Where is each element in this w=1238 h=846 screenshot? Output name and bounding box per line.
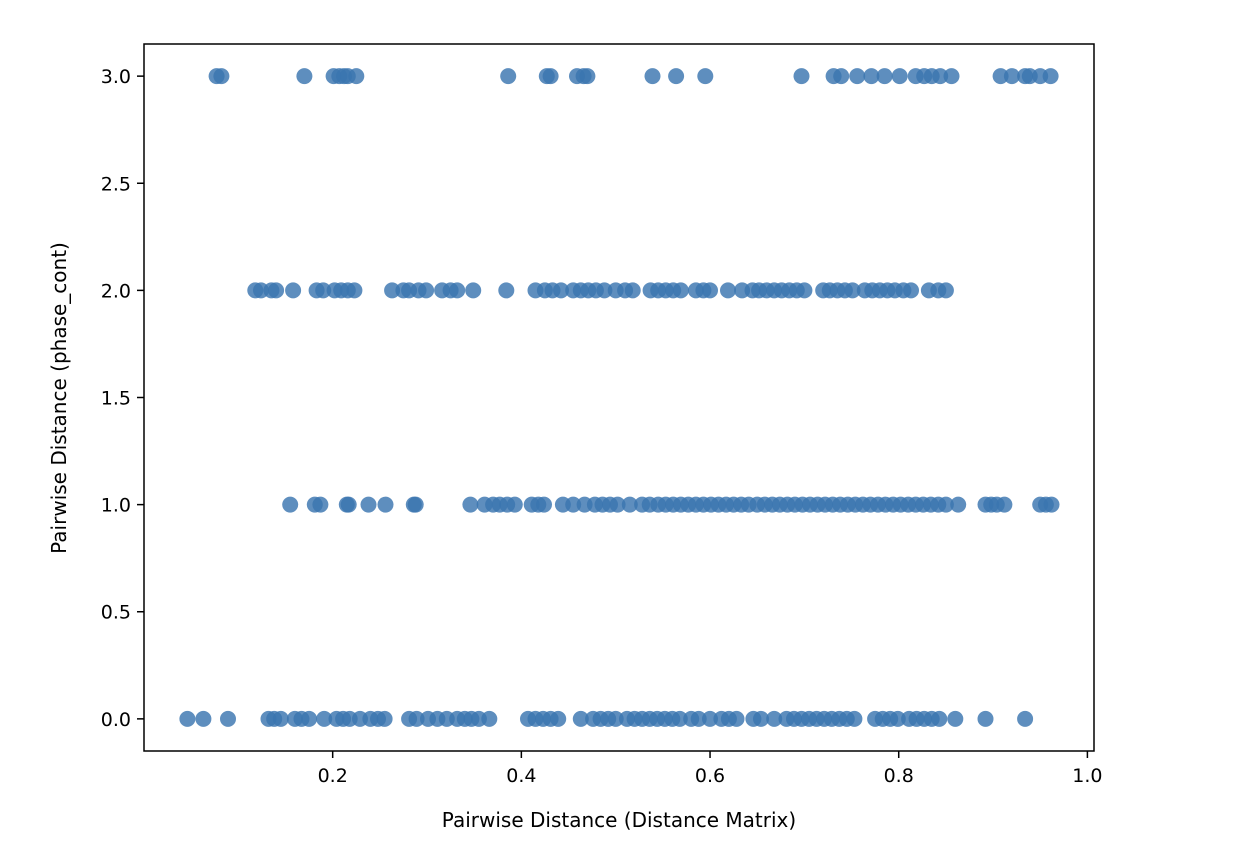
data-point — [1043, 496, 1060, 513]
x-axis-title: Pairwise Distance (Distance Matrix) — [442, 808, 796, 832]
data-point — [1003, 68, 1020, 85]
data-point — [498, 282, 515, 299]
y-tick-label: 2.0 — [101, 280, 131, 302]
data-point — [796, 282, 813, 299]
data-point — [408, 710, 425, 727]
data-point — [753, 710, 769, 727]
data-point — [1042, 68, 1059, 85]
data-point — [312, 496, 329, 513]
y-axis-ticks: 0.0 0.5 1.0 1.5 2.0 2.5 3.0 — [101, 66, 144, 731]
data-point — [579, 68, 596, 85]
data-point — [621, 496, 638, 513]
data-point — [937, 496, 954, 513]
data-point — [542, 68, 559, 85]
x-tick-label: 0.4 — [506, 765, 536, 787]
data-point — [720, 282, 736, 299]
data-point — [596, 282, 613, 299]
data-point — [702, 282, 718, 299]
data-point — [348, 68, 365, 85]
data-point — [316, 710, 333, 727]
x-axis-ticks: 0.2 0.4 0.6 0.8 1.0 — [318, 751, 1103, 787]
data-point — [481, 710, 498, 727]
data-point — [340, 496, 357, 513]
data-point — [846, 710, 863, 727]
data-point — [793, 68, 810, 85]
data-point — [506, 496, 523, 513]
data-point — [195, 710, 212, 727]
data-point — [315, 282, 332, 299]
y-tick-label: 3.0 — [101, 66, 131, 88]
data-points — [179, 68, 1060, 727]
data-point — [932, 68, 949, 85]
data-point — [947, 710, 964, 727]
data-point — [671, 710, 688, 727]
data-point — [407, 496, 424, 513]
data-point — [213, 68, 230, 85]
data-point — [418, 282, 435, 299]
data-point — [384, 282, 401, 299]
data-point — [891, 68, 908, 85]
data-point — [449, 282, 466, 299]
data-point — [282, 496, 299, 513]
data-point — [607, 710, 624, 727]
data-point — [672, 282, 689, 299]
data-point — [376, 710, 393, 727]
data-point — [301, 710, 318, 727]
data-point — [462, 496, 479, 513]
data-point — [844, 282, 861, 299]
data-point — [1017, 710, 1034, 727]
data-point — [377, 496, 394, 513]
x-tick-label: 0.2 — [318, 765, 348, 787]
data-point — [903, 282, 919, 299]
data-point — [702, 710, 718, 727]
data-point — [766, 710, 783, 727]
data-point — [346, 282, 363, 299]
data-point — [565, 496, 582, 513]
data-point — [609, 496, 626, 513]
y-tick-label: 0.5 — [101, 602, 131, 624]
y-tick-label: 1.0 — [101, 495, 131, 517]
data-point — [668, 68, 685, 85]
data-point — [644, 68, 661, 85]
data-point — [690, 710, 707, 727]
data-point — [550, 710, 567, 727]
data-point — [996, 496, 1013, 513]
data-point — [833, 68, 850, 85]
data-point — [863, 68, 880, 85]
data-point — [624, 282, 641, 299]
data-point — [728, 710, 745, 727]
data-point — [977, 710, 994, 727]
data-point — [536, 496, 552, 513]
data-point — [937, 282, 954, 299]
data-point — [572, 710, 589, 727]
data-point — [943, 68, 960, 85]
data-point — [876, 68, 893, 85]
data-point — [697, 68, 714, 85]
data-point — [360, 496, 377, 513]
y-axis-title: Pairwise Distance (phase_cont) — [47, 242, 71, 554]
x-tick-label: 0.8 — [884, 765, 914, 787]
x-tick-label: 1.0 — [1072, 765, 1102, 787]
y-tick-label: 0.0 — [101, 709, 131, 731]
y-tick-label: 2.5 — [101, 173, 131, 195]
data-point — [931, 710, 948, 727]
y-tick-label: 1.5 — [101, 388, 131, 410]
data-point — [553, 282, 569, 299]
data-point — [465, 282, 482, 299]
data-point — [179, 710, 196, 727]
data-point — [272, 710, 289, 727]
x-tick-label: 0.6 — [695, 765, 725, 787]
data-point — [992, 68, 1009, 85]
data-point — [296, 68, 313, 85]
data-point — [285, 282, 302, 299]
data-point — [268, 282, 285, 299]
data-point — [220, 710, 236, 727]
data-point — [849, 68, 866, 85]
data-point — [889, 710, 906, 727]
data-point — [950, 496, 967, 513]
data-point — [500, 68, 517, 85]
